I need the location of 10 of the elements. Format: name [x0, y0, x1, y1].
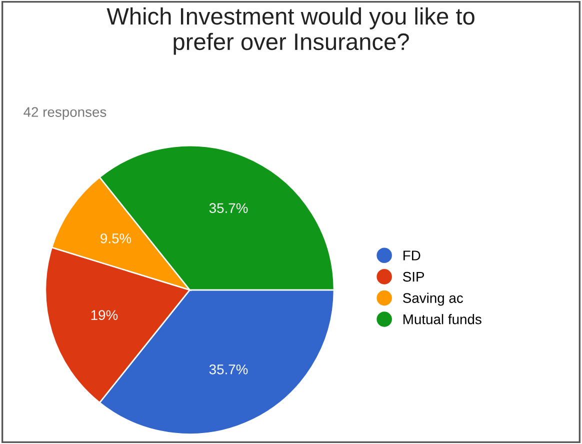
data-label: 35.7%	[209, 364, 248, 374]
legend-label: FD	[404, 250, 420, 260]
legend-label: Mutual funds	[404, 314, 482, 324]
data-label: 35.7%	[209, 203, 248, 214]
chart-title: Which Investment would you like to prefer over Insurance?	[106, 7, 474, 55]
data-label: 9.5%	[100, 233, 132, 244]
legend-label: SIP	[403, 272, 424, 282]
legend-label: Saving ac	[403, 292, 463, 306]
chart-subtitle: 42 responses	[24, 107, 106, 120]
data-label: 19%	[91, 310, 118, 320]
